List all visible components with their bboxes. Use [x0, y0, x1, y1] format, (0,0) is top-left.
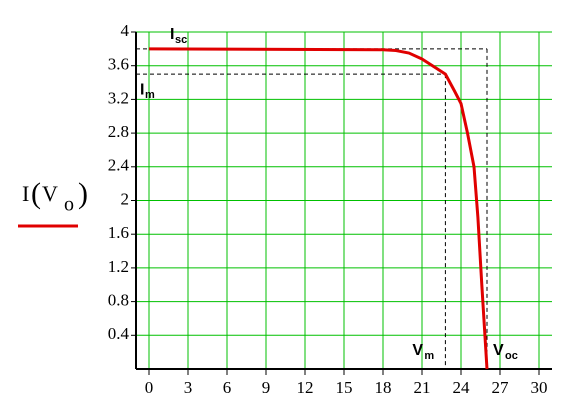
x-tick-label: 15 [336, 378, 353, 397]
reference-label: I [140, 81, 144, 98]
x-tick-label: 12 [297, 378, 314, 397]
y-tick-label: 1.2 [108, 257, 129, 276]
x-tick-label: 6 [223, 378, 232, 397]
x-tick-label: 30 [531, 378, 548, 397]
reference-label-sub: m [145, 89, 155, 101]
reference-label: V [412, 342, 423, 359]
y-label-main: I [22, 181, 29, 206]
curve [148, 47, 489, 370]
y-label-sub: o [64, 194, 74, 216]
y-axis-label: I ( V o ) [18, 177, 88, 228]
y-tick-label: 0.4 [108, 324, 130, 343]
reference-label: V [493, 342, 504, 359]
reference-label-sub: oc [505, 350, 518, 362]
x-tick-label: 21 [414, 378, 431, 397]
y-tick-label: 1.6 [108, 223, 129, 242]
y-label-paren: ( [31, 177, 41, 210]
reference-label-sub: m [424, 350, 434, 362]
y-tick-label: 2.4 [108, 156, 130, 175]
x-tick-label: 24 [453, 378, 471, 397]
y-tick-label: 3.2 [108, 88, 129, 107]
x-tick-label: 27 [492, 378, 510, 397]
y-tick-label: 4 [121, 21, 130, 40]
y-label-var: V [42, 181, 58, 206]
y-tick-label: 2 [121, 189, 130, 208]
x-tick-label: 0 [145, 378, 154, 397]
x-tick-label: 3 [184, 378, 193, 397]
reference-label: I [170, 26, 174, 43]
reference-label-sub: sc [175, 34, 187, 46]
x-tick-label: 9 [262, 378, 271, 397]
x-tick-label: 18 [375, 378, 392, 397]
y-tick-label: 3.6 [108, 55, 129, 74]
y-tick-label: 2.8 [108, 122, 129, 141]
y-tick-label: 0.8 [108, 291, 129, 310]
y-label-paren: ) [78, 177, 88, 210]
